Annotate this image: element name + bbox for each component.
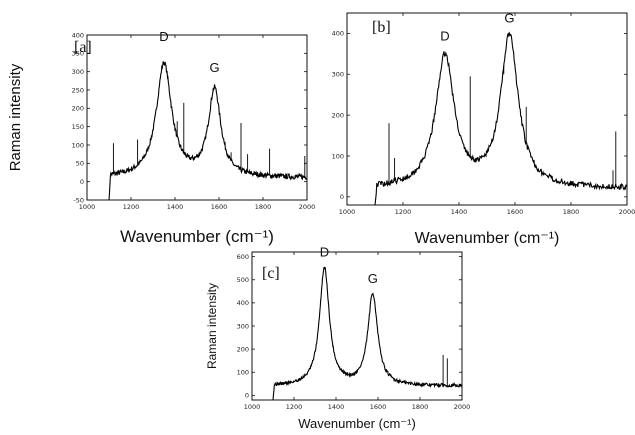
y-tick-label: 500 [237,276,249,284]
peak-label-d: D [159,29,168,44]
x-tick-label: 2000 [454,403,471,411]
x-axis-label: Wavenumber (cm⁻¹) [120,227,274,246]
x-axis-label: Wavenumber (cm⁻¹) [415,230,560,247]
plot-frame [86,34,308,201]
y-axis-label: Raman intensity [7,63,24,171]
y-tick-label: 100 [237,369,249,377]
x-tick-label: 1800 [563,208,580,216]
y-tick-label: 350 [72,50,84,58]
y-tick-label: -50 [73,196,84,204]
panel-tag: [b] [372,19,391,36]
x-tick-label: 1600 [211,203,228,211]
x-tick-label: 1200 [395,208,412,216]
y-tick-label: 400 [72,31,84,39]
x-tick-label: 1800 [412,403,429,411]
chart-panel-a: 1000 1200 1400 1600 1800 2000 -50 0 50 100 150 200 2… [7,29,315,246]
x-tick-label: 2000 [619,208,635,216]
x-tick-label: 1400 [451,208,468,216]
peak-label-g: G [210,60,220,75]
y-tick-label: 0 [245,392,249,400]
y-tick-label: 200 [72,105,84,113]
x-tick-label: 1600 [370,403,387,411]
x-tick-label: 1000 [79,203,96,211]
chart-panel-c: 1000 1200 1400 1600 1800 2000 0 100 200 300 400 500… [205,245,470,431]
y-tick-label: 100 [72,141,84,149]
y-tick-label: 50 [76,160,84,168]
panel-tag: [c] [262,265,280,282]
y-axis-label: Raman intensity [205,283,219,369]
y-tick-label: 400 [332,30,344,38]
y-tick-label: 200 [332,111,344,119]
x-tick-label: 1200 [286,403,303,411]
x-tick-label: 1600 [507,208,524,216]
y-tick-label: 0 [80,178,84,186]
x-tick-label: 1400 [167,203,184,211]
y-tick-label: 600 [237,253,249,261]
y-tick-label: 300 [332,71,344,79]
x-tick-label: 1000 [339,208,356,216]
y-tick-label: 300 [237,322,249,330]
peak-label-g: G [368,271,378,286]
spectrum-line [108,61,308,201]
x-tick-label: 2000 [299,203,316,211]
y-tick-label: 100 [332,152,344,160]
x-tick-label: 1000 [244,403,261,411]
spectrum-line [272,266,463,401]
panel-tag: [a] [74,39,92,56]
peak-label-d: D [320,245,329,260]
x-tick-label: 1400 [328,403,345,411]
peak-label-d: D [440,29,449,44]
plot-frame [251,251,463,401]
y-tick-label: 200 [237,345,249,353]
spectrum-line [374,31,628,206]
x-tick-label: 1800 [255,203,272,211]
peak-label-g: G [504,10,514,25]
x-axis-label: Wavenumber (cm⁻¹) [298,416,416,431]
x-tick-label: 1200 [123,203,140,211]
y-tick-label: 0 [340,193,344,201]
chart-panel-b: 1000 1200 1400 1600 1800 2000 0 100 200 300 400 D G [… [332,10,635,247]
y-tick-label: 400 [237,299,249,307]
plot-frame [346,12,628,206]
y-tick-label: 300 [72,68,84,76]
y-tick-label: 150 [72,123,84,131]
y-tick-label: 250 [72,86,84,94]
